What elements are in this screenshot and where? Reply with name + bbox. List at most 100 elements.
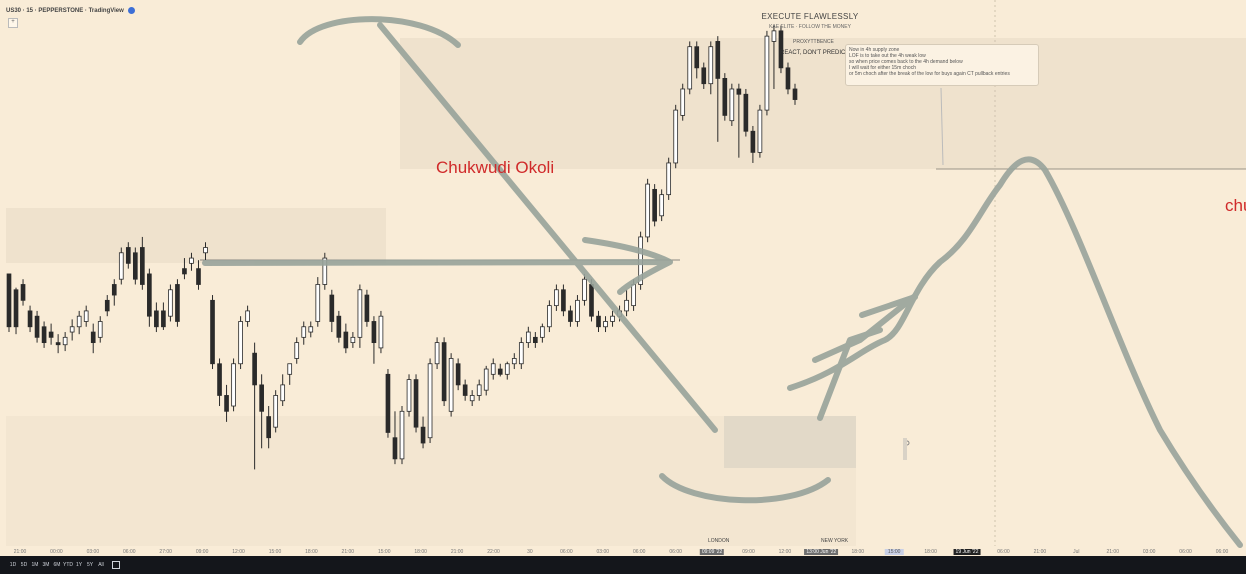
- candle: [125, 247, 131, 264]
- candle: [448, 358, 454, 412]
- entry-box: [724, 416, 856, 468]
- candle: [259, 384, 264, 412]
- time-tick-label: 09:09 '22: [699, 549, 725, 555]
- projection-path: [787, 156, 1243, 548]
- time-tick-label: 22:00: [487, 549, 500, 555]
- candle: [217, 363, 222, 396]
- candle: [161, 310, 166, 328]
- candle: [673, 109, 679, 164]
- candle: [245, 310, 250, 322]
- candle: [48, 331, 54, 338]
- candle: [511, 358, 517, 365]
- candle: [6, 273, 12, 328]
- symbol-label[interactable]: US30 · 15 · PEPPERSTONE · TradingView: [6, 7, 124, 14]
- candle: [273, 395, 279, 428]
- time-tick-label: 06:00: [632, 549, 646, 555]
- price-chart[interactable]: [0, 0, 1246, 556]
- time-tick-label: 09:00: [195, 549, 209, 555]
- candle: [659, 194, 664, 217]
- candle: [336, 315, 342, 338]
- time-tick-label: Jul: [1073, 549, 1080, 555]
- timeframe-1y[interactable]: 1Y: [75, 562, 83, 568]
- candle: [182, 268, 187, 275]
- time-tick-label: 12:00: [778, 549, 792, 555]
- candle: [490, 363, 496, 375]
- timeframe-3m[interactable]: 3M: [42, 562, 50, 568]
- candle: [203, 247, 208, 254]
- candle: [111, 284, 117, 296]
- candle: [55, 342, 61, 346]
- diagonal-down-stroke: [377, 22, 718, 433]
- candle: [680, 88, 686, 116]
- time-tick-label: 15:00: [268, 549, 282, 555]
- timeframe-1d[interactable]: 1D: [9, 562, 17, 568]
- candle: [694, 46, 700, 69]
- candle: [525, 331, 531, 344]
- candle: [210, 299, 215, 365]
- time-tick-label: 18:00: [924, 549, 937, 555]
- supply-zone: [400, 38, 1246, 169]
- candle: [315, 284, 321, 322]
- note-line: or 5m choch after the break of the low f…: [849, 71, 1010, 77]
- timeframe-1m[interactable]: 1M: [31, 562, 39, 568]
- candle: [701, 67, 707, 85]
- candle: [406, 379, 412, 412]
- timeframe-5y[interactable]: 5Y: [86, 562, 94, 568]
- time-tick-label: 27:00: [159, 549, 172, 555]
- candle: [224, 395, 229, 412]
- time-tick-label: 18:00: [305, 549, 318, 555]
- time-tick-label: 06:00: [123, 549, 136, 555]
- banner-tag: PROXYTTBENCE: [793, 39, 834, 45]
- time-tick-label: 21:00: [341, 549, 355, 555]
- candle: [750, 130, 756, 153]
- candle: [736, 88, 742, 95]
- time-tick-label: 30: [527, 549, 533, 555]
- time-tick-label: 06:00: [669, 549, 682, 555]
- timeframe-all[interactable]: All: [98, 562, 104, 568]
- calendar-icon[interactable]: [112, 561, 120, 569]
- candle: [554, 289, 559, 307]
- candle: [76, 315, 82, 328]
- candle: [231, 363, 236, 407]
- candle: [90, 331, 96, 344]
- time-tick-label: 00:00: [50, 549, 63, 555]
- candle: [392, 437, 398, 460]
- time-tick-label: 03:00: [596, 549, 610, 555]
- projection-branch-3: [859, 294, 918, 318]
- candle: [497, 368, 503, 375]
- time-axis[interactable]: 21:00 00:00 03:00 06:00 27:00 09:00 12:00 15:00…: [0, 546, 1246, 556]
- candle: [13, 289, 19, 328]
- candle: [266, 416, 271, 439]
- candle: [34, 315, 40, 338]
- candle: [582, 278, 587, 301]
- add-button[interactable]: +: [8, 18, 18, 28]
- banner-title: EXECUTE FLAWLESSLY: [761, 12, 859, 21]
- chart-header: US30 · 15 · PEPPERSTONE · TradingView: [6, 7, 135, 14]
- candle: [371, 321, 377, 344]
- note-line: so when price comes back to the 4h deman…: [849, 59, 963, 65]
- candle: [652, 188, 657, 222]
- candles: [6, 25, 798, 470]
- time-tick-label: 18:00: [851, 549, 865, 555]
- annotation-drawings: [202, 16, 1243, 548]
- candle: [743, 93, 749, 132]
- candle: [413, 379, 419, 428]
- top-arc: [297, 16, 461, 48]
- candle: [301, 326, 307, 338]
- banner-subtitle: KAE ELITE · FOLLOW THE MONEY: [769, 24, 851, 30]
- timeframe-5d[interactable]: 5D: [20, 562, 28, 568]
- candle: [238, 321, 243, 365]
- liquidity-arrow: [202, 237, 673, 295]
- trade-note[interactable]: Now in 4h supply zone LOF is to take out…: [845, 44, 1039, 86]
- candle: [69, 326, 75, 333]
- time-tick-label: 15:00: [884, 549, 904, 555]
- candle: [189, 257, 194, 264]
- candle: [343, 331, 349, 349]
- candle: [329, 294, 335, 322]
- candle: [196, 268, 201, 285]
- edge-watermark: chu: [1225, 196, 1246, 215]
- timeframe-ytd[interactable]: YTD: [63, 562, 73, 568]
- candle: [132, 252, 138, 280]
- candle: [476, 384, 482, 396]
- timeframe-6m[interactable]: 6M: [53, 562, 61, 568]
